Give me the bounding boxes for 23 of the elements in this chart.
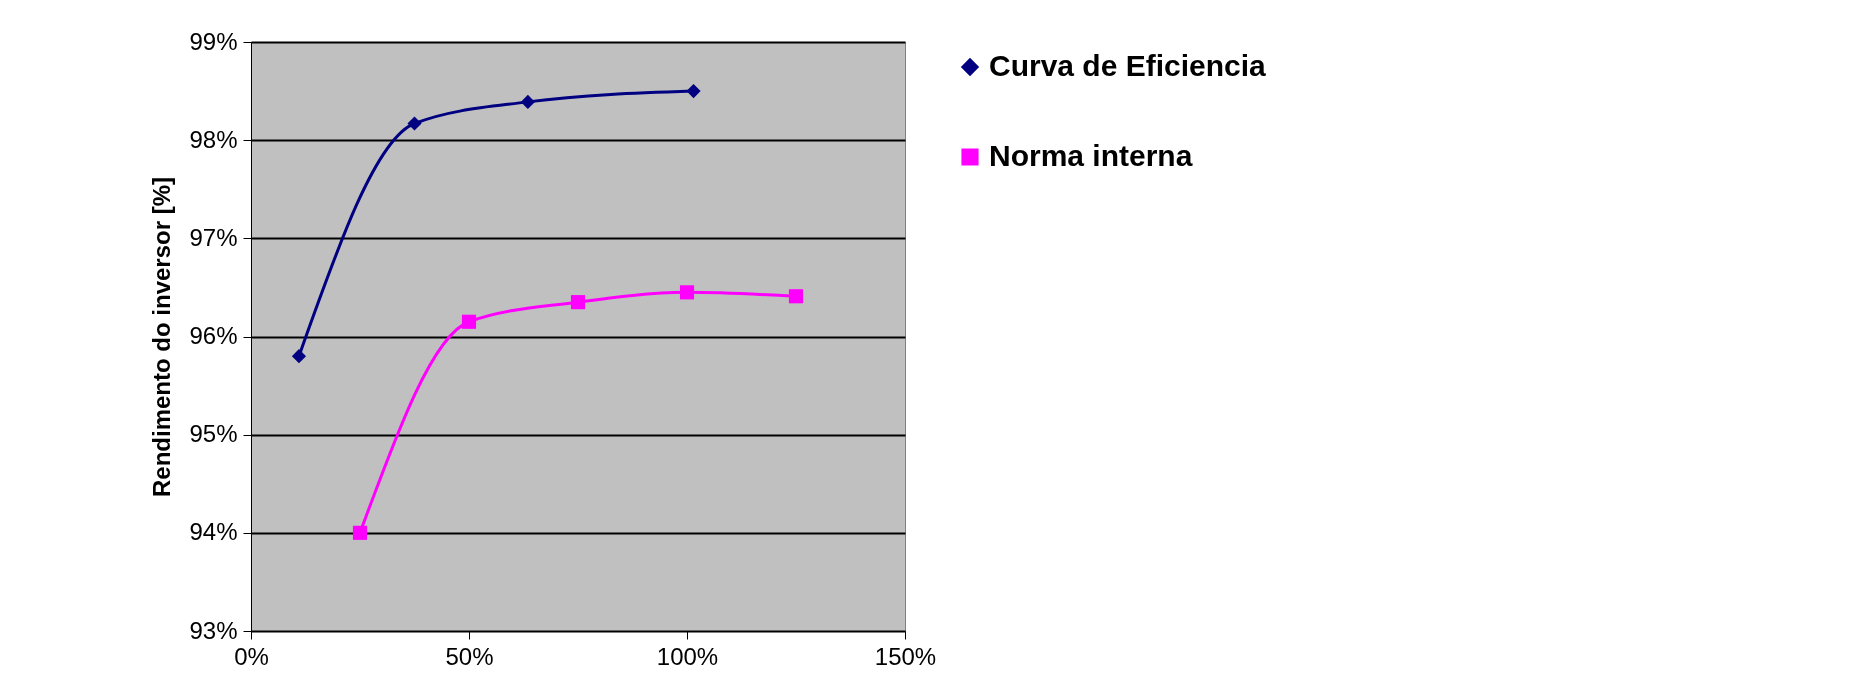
point [407, 116, 422, 131]
point [461, 314, 477, 329]
point [788, 289, 804, 304]
point [686, 84, 701, 99]
y-tick-label: 98% [189, 125, 238, 153]
point [520, 94, 535, 109]
point [679, 285, 695, 300]
y-tick-label: 96% [189, 322, 238, 349]
y-tick-label: 94% [189, 518, 238, 546]
x-tick-label: 0% [234, 642, 269, 670]
point [291, 349, 307, 364]
y-tick-label: 99% [189, 27, 238, 55]
x-tick-label: 150% [874, 642, 937, 670]
y-tick-label: 95% [189, 420, 238, 448]
point [570, 295, 586, 310]
x-tick-label: 50% [445, 642, 494, 670]
legend-label: Curva de Eficiencia [989, 49, 1267, 82]
x-tick-label: 100% [656, 642, 719, 670]
y-tick-label: 93% [189, 616, 238, 644]
y-axis-title: Rendimento do inversor [%] [148, 176, 176, 498]
y-tick-label: 97% [189, 223, 238, 251]
point [352, 525, 368, 540]
legend-label: Norma interna [989, 139, 1193, 172]
